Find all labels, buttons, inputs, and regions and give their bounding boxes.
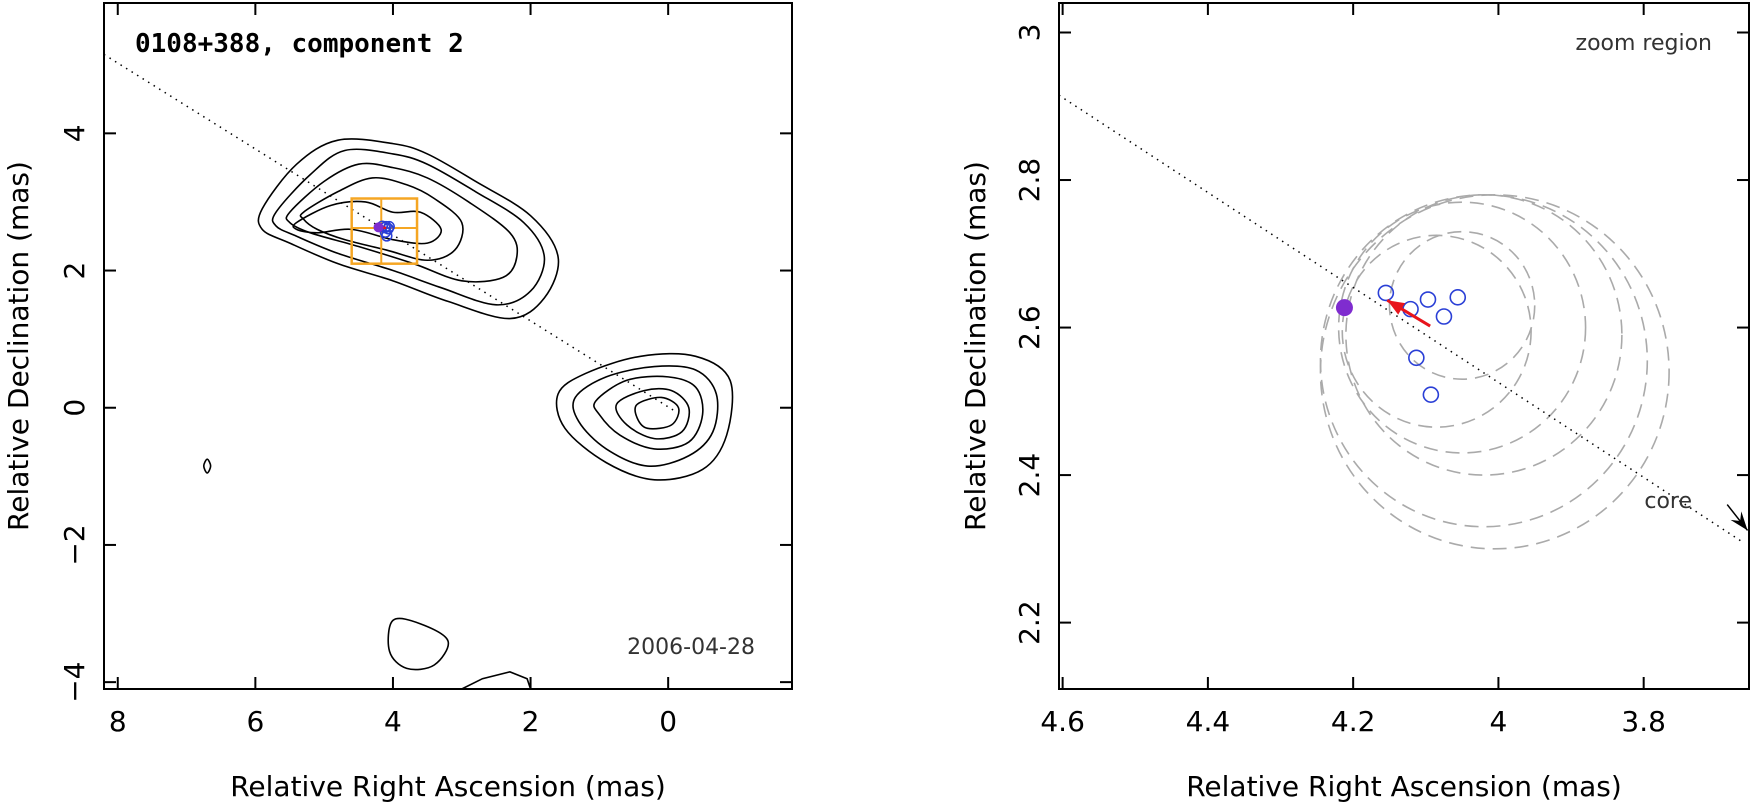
left-y-tick-label: 2 [58, 262, 91, 280]
left-x-tick-label: 4 [384, 705, 402, 738]
right-frame [1058, 2, 1750, 690]
contour-core-level-5 [634, 396, 680, 430]
contour-component-2-level-4 [299, 176, 464, 262]
right-x-tick-label: 4.6 [1040, 705, 1085, 738]
zoom-box [350, 197, 419, 265]
contour-component-2-level-3 [285, 162, 519, 283]
contour-noise-blob-bottom [387, 617, 450, 671]
position-circle [1408, 349, 1425, 367]
contour-core-level-4 [615, 387, 691, 440]
left-x-axis-label: Relative Right Ascension (mas) [230, 770, 666, 803]
contour-core-level-2 [572, 365, 719, 467]
right-plot-area [1059, 94, 1749, 550]
error-circle [1337, 201, 1587, 454]
left-x-tick-label: 8 [109, 705, 127, 738]
observation-date: 2006-04-28 [627, 635, 755, 660]
left-panel: 8 6 4 2 0 4 2 0 −2 −4 0108+388, component 2 2006-… [2, 2, 793, 803]
left-ticks: 8 6 4 2 0 4 2 0 −2 −4 [58, 3, 792, 738]
contour-component-2-level-5 [292, 200, 442, 245]
position-circle [1419, 291, 1437, 308]
position-circle [381, 230, 393, 242]
right-x-tick-label: 4.2 [1331, 705, 1376, 738]
right-x-tick-label: 4.4 [1186, 705, 1231, 738]
error-circle [1345, 193, 1623, 476]
left-y-tick-label: −2 [58, 524, 91, 565]
left-y-tick-label: 0 [58, 399, 91, 417]
contour-noise-arc-bottom [461, 671, 532, 689]
position-circle [1377, 284, 1395, 302]
contour-component-2-level-1 [257, 138, 560, 320]
error-circle [1319, 193, 1649, 528]
left-chart-title: 0108+388, component 2 [135, 29, 464, 59]
jet-axis-line [1059, 94, 1743, 543]
left-plot-area [104, 53, 734, 689]
component-marker [373, 222, 384, 233]
motion-arrow-head [1387, 300, 1406, 315]
right-panel: 4.6 4.4 4.2 4 3.8 3 2.8 2.6 2.4 2.2 zoom region c… [959, 2, 1750, 803]
contour-component-2-level-2 [271, 148, 546, 306]
contour-noise-blob-small [202, 458, 212, 474]
left-y-tick-label: 4 [58, 124, 91, 142]
error-circle [1341, 234, 1532, 428]
right-y-tick-label: 2.8 [1013, 158, 1046, 203]
right-x-axis-label: Relative Right Ascension (mas) [1186, 770, 1622, 803]
left-x-tick-label: 6 [246, 705, 264, 738]
error-circle [1319, 193, 1670, 550]
right-y-tick-label: 2.2 [1013, 600, 1046, 645]
left-x-tick-label: 2 [522, 705, 540, 738]
zoom-region-label: zoom region [1576, 31, 1712, 56]
core-arrow-head [1730, 511, 1748, 531]
right-x-tick-label: 3.8 [1621, 705, 1666, 738]
right-y-tick-label: 2.4 [1013, 453, 1046, 498]
core-label: core [1644, 489, 1692, 514]
right-x-tick-label: 4 [1490, 705, 1508, 738]
position-circle [1435, 308, 1453, 325]
left-frame [103, 2, 793, 690]
component-marker [1335, 299, 1353, 317]
right-ticks: 4.6 4.4 4.2 4 3.8 3 2.8 2.6 2.4 2.2 [1013, 3, 1749, 738]
right-y-tick-label: 2.6 [1013, 305, 1046, 350]
error-circle [1388, 230, 1536, 380]
left-y-tick-label: −4 [58, 661, 91, 702]
contour-core-level-1 [555, 352, 734, 481]
left-y-axis-label: Relative Declination (mas) [2, 161, 35, 531]
position-circle [1449, 289, 1467, 306]
left-x-tick-label: 0 [659, 705, 677, 738]
right-y-tick-label: 3 [1013, 24, 1046, 42]
right-y-axis-label: Relative Declination (mas) [959, 161, 992, 531]
position-circle [1422, 386, 1440, 403]
contour-core-level-3 [593, 375, 704, 450]
